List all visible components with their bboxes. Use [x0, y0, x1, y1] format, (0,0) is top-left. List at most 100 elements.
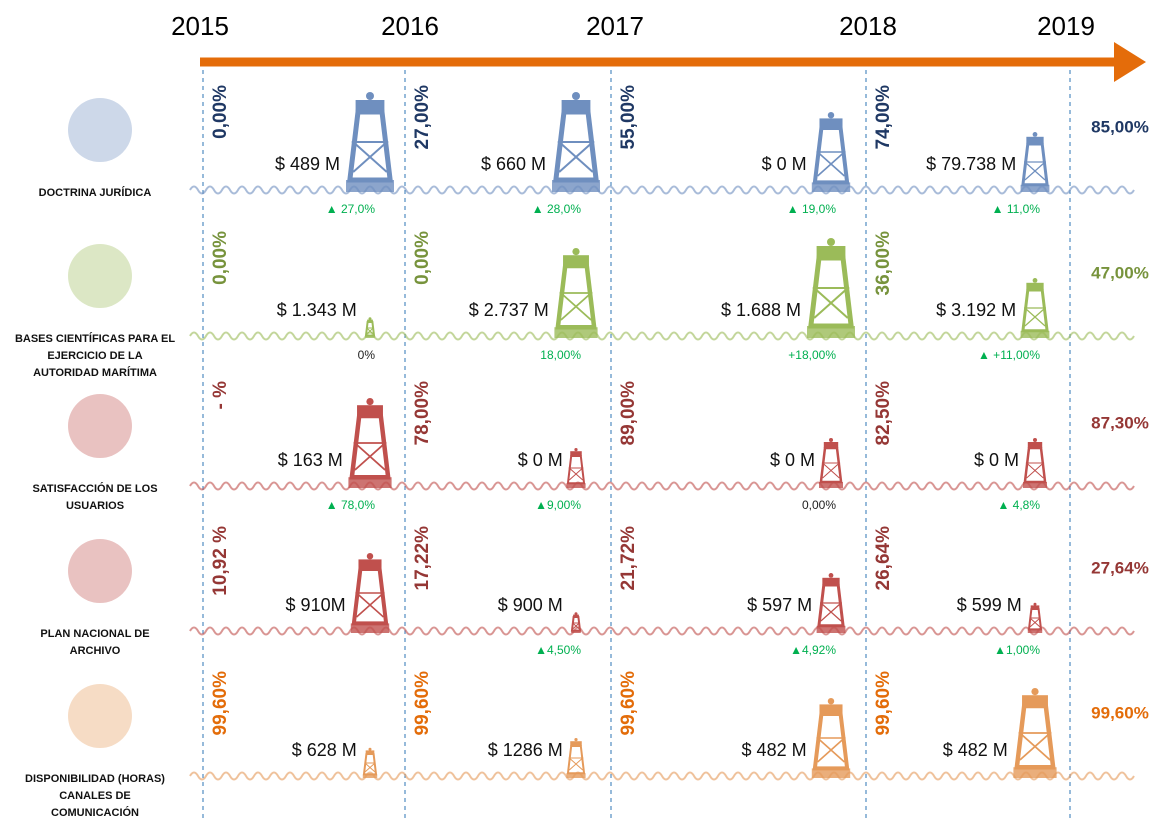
amount: $ 489 M: [275, 154, 340, 174]
buoy-light: [1034, 603, 1037, 606]
start-percent: 55,00%: [618, 85, 639, 150]
start-percent: 82,50%: [873, 381, 894, 446]
buoy: [812, 698, 850, 778]
buoy-light: [828, 112, 834, 118]
row-label: SATISFACCIÓN DE LOS: [32, 482, 157, 495]
buoy-cross: [1024, 308, 1046, 326]
buoy: [1021, 278, 1050, 338]
amount: $ 0 M: [770, 450, 815, 470]
buoy-light: [829, 573, 834, 578]
buoy: [554, 248, 597, 338]
buoy-top: [822, 578, 839, 585]
buoy-light: [574, 738, 577, 741]
start-percent: 74,00%: [873, 85, 894, 150]
start-percent: 99,60%: [618, 671, 639, 736]
buoy-cross: [1026, 463, 1044, 478]
amount: $ 910M: [286, 595, 346, 615]
buoy-top: [1031, 605, 1040, 609]
final-percent: 87,30%: [1091, 413, 1149, 432]
amount: $ 1286 M: [488, 740, 563, 760]
buoy-light: [827, 238, 835, 246]
row-label: DOCTRINA JURÍDICA: [39, 186, 152, 199]
buoy-top: [819, 704, 842, 714]
buoy: [812, 112, 850, 192]
final-percent: 99,60%: [1091, 703, 1149, 722]
final-percent: 27,64%: [1091, 558, 1149, 577]
start-percent: 26,64%: [873, 526, 894, 591]
buoy-cross: [813, 288, 849, 318]
buoy: [363, 748, 377, 778]
buoy: [1028, 603, 1042, 633]
buoy: [566, 448, 585, 488]
amount: $ 482 M: [742, 740, 807, 760]
row-label: PLAN NACIONAL DE: [40, 628, 149, 640]
start-percent: 10,92 %: [210, 526, 231, 596]
start-percent: 78,00%: [412, 381, 433, 446]
buoy-cross: [569, 468, 584, 480]
amount: $ 1.343 M: [277, 300, 357, 320]
start-percent: 17,22%: [412, 526, 433, 591]
amount: $ 0 M: [974, 450, 1019, 470]
start-percent: 36,00%: [873, 231, 894, 296]
amount: $ 660 M: [481, 154, 546, 174]
buoy-cross: [365, 763, 376, 772]
growth: ▲ 27,0%: [326, 202, 376, 216]
buoy-cross: [355, 593, 384, 617]
growth: ▲9,00%: [535, 498, 581, 512]
amount: $ 597 M: [747, 595, 812, 615]
growth: ▲1,00%: [994, 643, 1040, 657]
buoy-cross: [820, 603, 842, 621]
buoy-light: [828, 698, 834, 704]
amount: $ 2.737 M: [469, 300, 549, 320]
row-label: COMUNICACIÓN: [51, 806, 139, 819]
buoy: [1021, 132, 1050, 192]
start-percent: 27,00%: [412, 85, 433, 150]
start-percent: - %: [210, 381, 231, 410]
buoy-top: [357, 405, 383, 416]
start-percent: 99,60%: [210, 671, 231, 736]
buoy-top: [1022, 695, 1048, 706]
buoy-light: [1033, 438, 1037, 442]
buoy-top: [824, 442, 838, 448]
buoy-cross: [352, 142, 388, 172]
buoy-light: [575, 612, 578, 615]
buoy: [348, 398, 391, 488]
buoy-top: [1026, 283, 1043, 290]
buoy-top: [570, 451, 582, 456]
buoy-light: [369, 748, 372, 751]
start-percent: 21,72%: [618, 526, 639, 591]
buoy-light: [1033, 278, 1038, 283]
start-percent: 0,00%: [210, 231, 231, 285]
amount: $ 599 M: [957, 595, 1022, 615]
year-label: 2015: [171, 11, 229, 41]
buoy: [1013, 688, 1056, 778]
buoy-top: [1026, 137, 1043, 144]
buoy-light: [366, 92, 374, 100]
infographic: 20152016201720182019DOCTRINA JURÍDICA0,0…: [0, 0, 1152, 827]
start-percent: 0,00%: [412, 231, 433, 285]
growth: +18,00%: [788, 348, 836, 362]
wave: [190, 333, 1134, 340]
wave: [190, 773, 1134, 780]
growth: 0%: [358, 348, 376, 362]
year-label: 2017: [586, 11, 644, 41]
row-label: CANALES DE: [59, 790, 131, 802]
start-percent: 0,00%: [210, 85, 231, 139]
buoy-top: [356, 100, 385, 112]
buoy-cross: [1030, 618, 1041, 627]
buoy-light: [829, 438, 833, 442]
buoy-cross: [354, 443, 387, 470]
wave: [190, 483, 1134, 490]
start-percent: 99,60%: [412, 671, 433, 736]
growth: ▲4,92%: [790, 643, 836, 657]
buoy: [807, 238, 855, 338]
growth: ▲ 78,0%: [326, 498, 376, 512]
growth: ▲4,50%: [535, 643, 581, 657]
buoy-cross: [558, 142, 594, 172]
buoy-light: [572, 248, 579, 255]
buoy-top: [570, 741, 582, 746]
buoy-top: [358, 559, 381, 569]
row-icon: [68, 244, 132, 308]
row-label: EJERCICIO DE LA: [47, 350, 142, 362]
growth: ▲ 11,0%: [992, 202, 1041, 216]
